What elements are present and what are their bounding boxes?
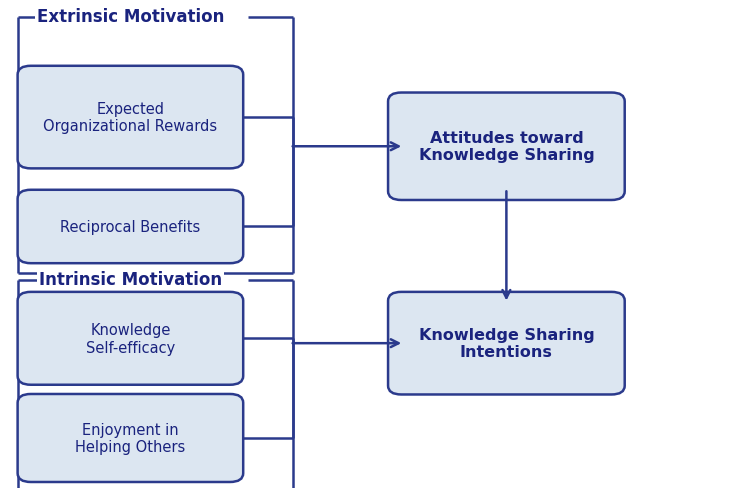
FancyBboxPatch shape — [388, 292, 625, 395]
FancyBboxPatch shape — [18, 394, 243, 482]
Text: Enjoyment in
Helping Others: Enjoyment in Helping Others — [75, 422, 186, 454]
Text: Attitudes toward
Knowledge Sharing: Attitudes toward Knowledge Sharing — [419, 131, 594, 163]
Text: Reciprocal Benefits: Reciprocal Benefits — [60, 220, 201, 235]
Text: Extrinsic Motivation: Extrinsic Motivation — [37, 8, 224, 26]
FancyBboxPatch shape — [18, 292, 243, 385]
FancyBboxPatch shape — [18, 67, 243, 169]
FancyBboxPatch shape — [18, 190, 243, 264]
Text: Expected
Organizational Rewards: Expected Organizational Rewards — [44, 102, 218, 134]
Text: Knowledge Sharing
Intentions: Knowledge Sharing Intentions — [419, 327, 594, 360]
Text: Knowledge
Self-efficacy: Knowledge Self-efficacy — [86, 323, 175, 355]
Text: Intrinsic Motivation: Intrinsic Motivation — [38, 270, 222, 288]
FancyBboxPatch shape — [388, 93, 625, 201]
